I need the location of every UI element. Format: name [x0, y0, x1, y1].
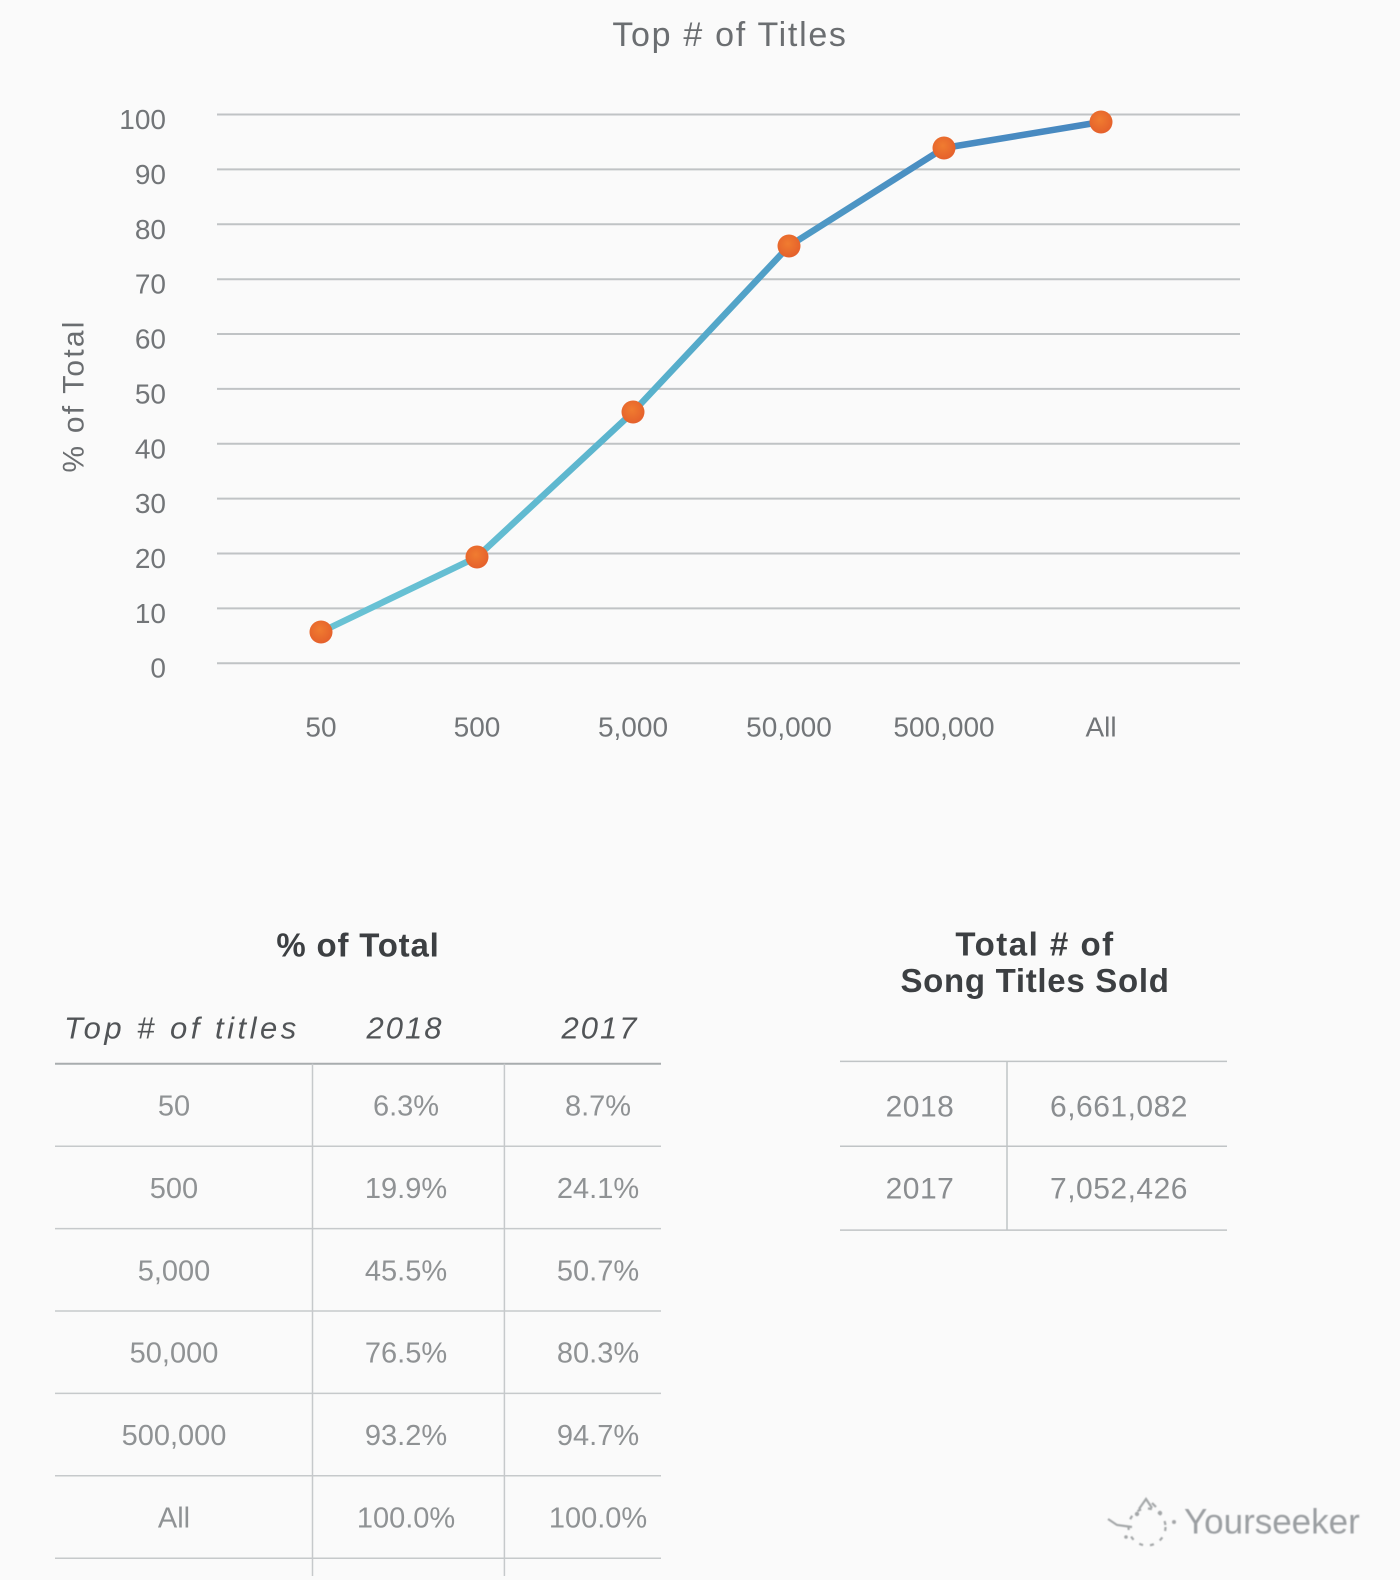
svg-text:500,000: 500,000 — [893, 712, 994, 743]
svg-text:20: 20 — [135, 543, 166, 574]
svg-text:6,661,082: 6,661,082 — [1050, 1091, 1188, 1124]
svg-text:500: 500 — [150, 1173, 198, 1205]
svg-text:5,000: 5,000 — [598, 712, 668, 743]
svg-text:0: 0 — [150, 653, 166, 684]
svg-text:Yourseeker: Yourseeker — [1184, 1503, 1360, 1542]
svg-text:50,000: 50,000 — [130, 1338, 219, 1370]
svg-text:All: All — [158, 1503, 190, 1535]
svg-text:2018: 2018 — [886, 1091, 955, 1124]
svg-text:100.0%: 100.0% — [549, 1503, 647, 1535]
svg-text:500: 500 — [454, 712, 501, 743]
svg-text:24.1%: 24.1% — [557, 1173, 639, 1205]
svg-text:90: 90 — [135, 159, 166, 190]
svg-text:45.5%: 45.5% — [365, 1255, 447, 1287]
svg-text:60: 60 — [135, 324, 166, 355]
svg-text:50: 50 — [158, 1091, 190, 1123]
svg-text:6.3%: 6.3% — [373, 1091, 439, 1123]
svg-text:40: 40 — [135, 433, 166, 464]
svg-text:2018: 2018 — [366, 1011, 444, 1046]
svg-text:70: 70 — [135, 269, 166, 300]
svg-text:All: All — [1085, 712, 1116, 743]
svg-text:Top # of Titles: Top # of Titles — [612, 16, 847, 54]
svg-text:8.7%: 8.7% — [565, 1091, 631, 1123]
svg-text:2017: 2017 — [561, 1011, 639, 1046]
svg-text:30: 30 — [135, 488, 166, 519]
svg-text:94.7%: 94.7% — [557, 1420, 639, 1452]
svg-text:10: 10 — [135, 598, 166, 629]
svg-text:% of Total: % of Total — [276, 927, 439, 964]
svg-text:500,000: 500,000 — [122, 1420, 227, 1452]
svg-text:2017: 2017 — [886, 1173, 955, 1206]
svg-text:93.2%: 93.2% — [365, 1420, 447, 1452]
svg-text:7,052,426: 7,052,426 — [1050, 1173, 1188, 1206]
svg-text:80.3%: 80.3% — [557, 1338, 639, 1370]
svg-text:100: 100 — [119, 104, 166, 135]
svg-text:% of Total: % of Total — [58, 319, 91, 472]
svg-text:50: 50 — [135, 378, 166, 409]
svg-text:50: 50 — [305, 712, 336, 743]
svg-text:Total # of: Total # of — [955, 926, 1114, 963]
svg-text:19.9%: 19.9% — [365, 1173, 447, 1205]
svg-text:76.5%: 76.5% — [365, 1338, 447, 1370]
svg-text:5,000: 5,000 — [138, 1255, 211, 1287]
svg-text:Song Titles Sold: Song Titles Sold — [900, 962, 1169, 999]
svg-text:Top # of titles: Top # of titles — [64, 1011, 300, 1046]
svg-text:50.7%: 50.7% — [557, 1255, 639, 1287]
svg-text:100.0%: 100.0% — [357, 1503, 455, 1535]
svg-text:50,000: 50,000 — [746, 712, 832, 743]
svg-text:80: 80 — [135, 214, 166, 245]
